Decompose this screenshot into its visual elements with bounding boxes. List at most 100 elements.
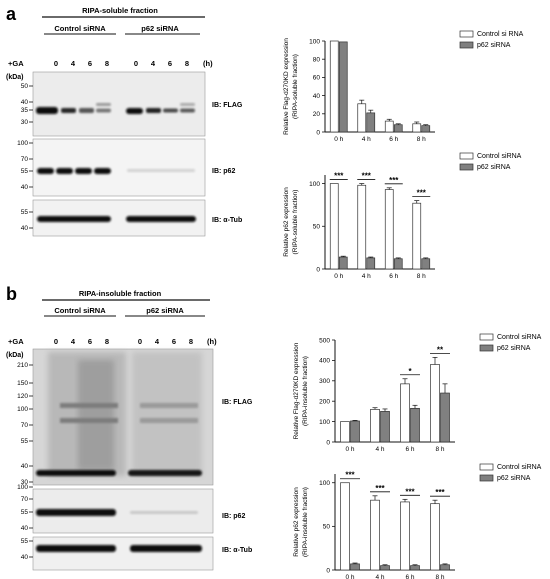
bar [410,407,420,443]
bar [338,41,348,133]
bar [410,565,420,571]
panel-b-ga-label: +GA [8,337,24,346]
panel-a-time-p62-8: 8 [185,59,189,68]
legend-swatch [459,30,474,38]
svg-text:210: 210 [17,362,28,369]
x-tick-label: 4 h [362,136,371,143]
panel-b-blot-flag [32,348,214,486]
panel-a-time-ctrl-8: 8 [105,59,109,68]
y-tick-label: 80 [313,57,321,64]
x-tick-label: 6 h [405,446,414,453]
svg-text:70: 70 [21,156,29,163]
y-axis-title: Relative p62 expression [293,487,300,557]
significance-mark: *** [405,487,415,496]
bar [357,103,367,133]
bar [440,392,450,443]
bar [380,411,390,443]
svg-text:55: 55 [21,209,29,216]
y-tick-label: 0 [316,266,320,273]
panel-b-kda-label: (kDa) [6,352,24,359]
x-tick-label: 8 h [435,574,444,579]
panel-a-time-ctrl-4: 4 [71,59,76,68]
svg-text:30: 30 [21,479,29,486]
panel-a-kda-label: (kDa) [6,74,24,81]
legend-swatch [479,344,494,352]
svg-text:30: 30 [21,119,29,126]
x-tick-label: 6 h [389,273,398,280]
panel-a-time-p62-6: 6 [168,59,172,68]
panel-a-blot-p62 [32,138,206,197]
chart-a-bottom: 0 50 100 Relative p62 expression (RIPA-solub… [283,152,522,280]
y-axis-title: (RIPA-soluble fraction) [292,190,299,255]
panel-b-time-ctrl-4: 4 [71,337,76,346]
x-tick-label: 8 h [417,136,426,143]
svg-text:40: 40 [21,463,29,470]
bar [350,420,360,443]
bar [338,256,348,270]
panel-a-group-p62: p62 siRNA [141,24,179,33]
significance-mark: *** [417,189,427,198]
y-tick-label: 500 [319,337,330,344]
legend-swatch [479,463,494,471]
panel-b-time-unit: (h) [207,337,217,346]
svg-text:40: 40 [21,554,29,561]
significance-mark: *** [389,176,399,185]
x-tick-label: 4 h [375,574,384,579]
panel-a-time-unit: (h) [203,59,213,68]
y-tick-label: 200 [319,399,330,406]
panel-b-tub-mw-markers: 55 40 [21,538,33,561]
panel-a-letter: a [6,4,17,24]
panel-b-blot-tub [32,536,214,571]
panel-b-letter: b [6,284,17,304]
y-axis-title: (RIPA-soluble fraction) [292,54,299,119]
svg-text:150: 150 [17,380,28,387]
panel-b-fraction-title: RIPA-insoluble fraction [79,289,162,298]
panel-a-fraction-title: RIPA-soluble fraction [82,6,158,15]
bar [440,564,450,571]
panel-a-time-p62-0: 0 [134,59,138,68]
bar [400,383,410,443]
bar [384,120,394,133]
bar [357,184,367,270]
significance-mark: ** [437,345,444,354]
significance-mark: * [408,367,412,376]
panel-b-flag-mw-markers: 210 150 120 100 70 55 40 30 [17,362,33,486]
bar [421,125,431,133]
bar [380,565,390,571]
bar [370,499,380,571]
svg-text:40: 40 [21,525,29,532]
bar [340,482,350,571]
bar [370,409,380,443]
panel-a-blot-flag [32,71,206,137]
bar [350,563,360,571]
panel-a-group-control: Control siRNA [54,24,106,33]
svg-text:40: 40 [21,184,29,191]
panel-b-time-p62-0: 0 [138,337,142,346]
panel-a-flag-mw-markers: 50 40 35 30 [21,83,33,126]
panel-b-group-p62: p62 siRNA [146,306,184,315]
panel-b-time-p62-6: 6 [172,337,176,346]
panel-a-time-ctrl-0: 0 [54,59,58,68]
y-axis-title: (RIPA-insoluble fraction) [302,356,309,426]
bar [412,202,422,270]
panel-a-time-ctrl-6: 6 [88,59,92,68]
bar [430,364,440,443]
chart-a-top: 0 20 40 60 80 100 Relative Flag-d270KD express… [283,30,524,143]
panel-b-time-p62-4: 4 [155,337,160,346]
chart-b-bottom: 0 50 100 Relative p62 expression (RIPA-insol… [293,463,542,579]
bar [412,123,422,133]
panel-b-time-p62-8: 8 [189,337,193,346]
legend-swatch [479,474,494,482]
bar [430,503,440,571]
svg-text:40: 40 [21,99,29,106]
x-tick-label: 0 h [334,136,343,143]
y-tick-label: 400 [319,358,330,365]
y-tick-label: 40 [313,93,321,100]
legend-label: p62 siRNA [477,164,511,171]
panel-a-p62-mw-markers: 100 70 55 40 [17,140,33,191]
legend-label: p62 siRNA [477,42,511,49]
panel-b-time-ctrl-8: 8 [105,337,109,346]
x-tick-label: 0 h [345,446,354,453]
legend-swatch [459,152,474,160]
